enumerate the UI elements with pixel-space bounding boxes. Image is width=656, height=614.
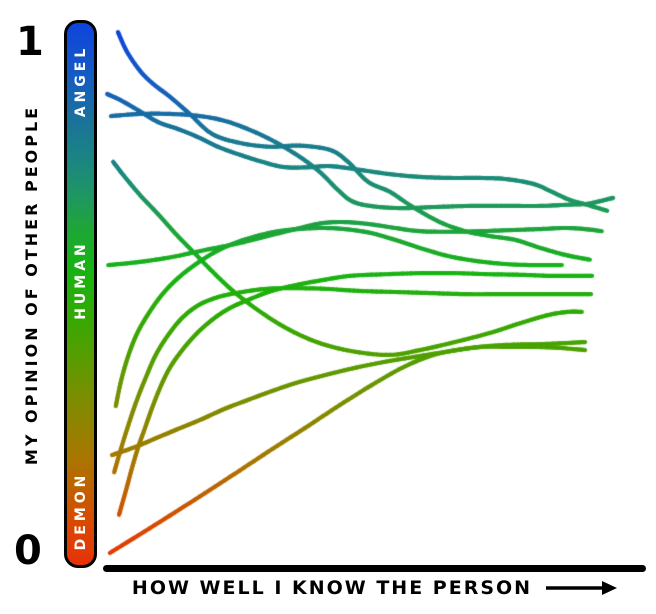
y-axis-tick-0: 0 [14,528,42,574]
y-axis-tick-1: 1 [16,19,44,65]
x-axis-label-row: HOW WELL I KNOW THE PERSON [105,577,645,599]
colorbar-label-demon: DEMON [72,471,89,551]
x-axis-line [103,565,646,572]
colorbar-label-angel: ANGEL [72,44,89,118]
opinion-colorbar: ANGEL HUMAN DEMON [64,20,97,568]
x-axis-arrow-icon [546,581,618,595]
colorbar-label-human: HUMAN [72,240,89,320]
x-axis-title: HOW WELL I KNOW THE PERSON [131,577,533,599]
y-axis-title: MY OPINION OF OTHER PEOPLE [22,104,41,466]
